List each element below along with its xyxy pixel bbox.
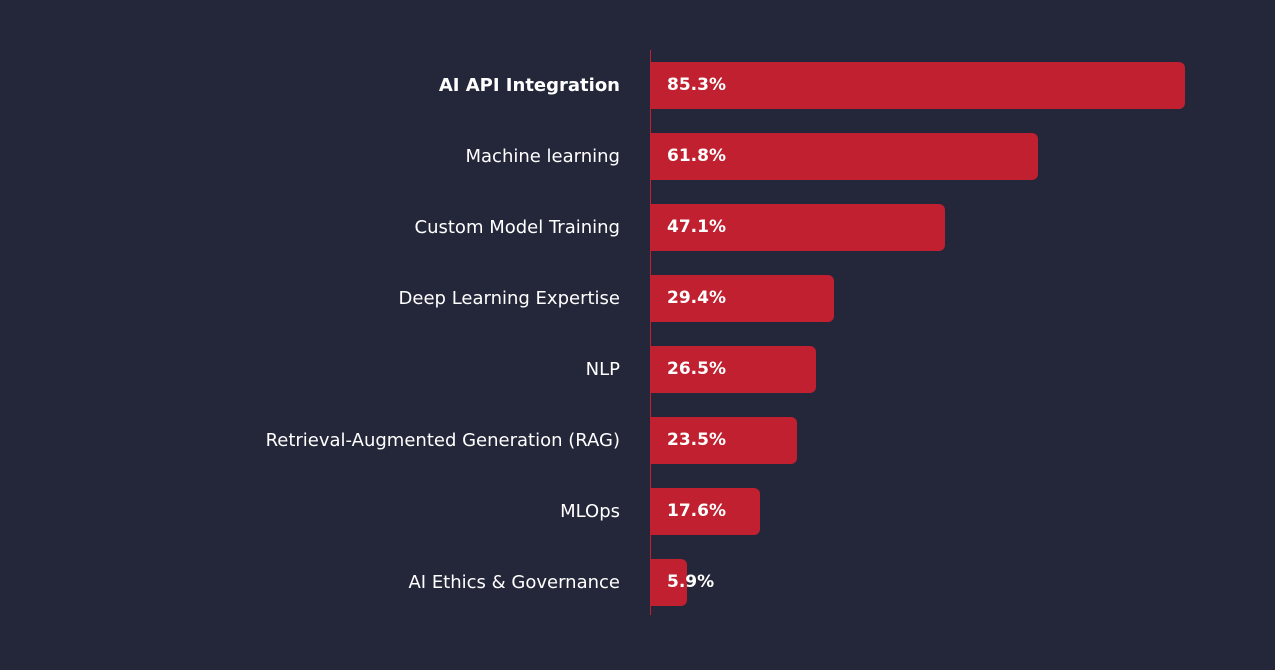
bar: [650, 417, 798, 464]
data-label: 5.9%: [667, 572, 715, 592]
data-label: 47.1%: [667, 217, 726, 237]
category-label: AI Ethics & Governance: [408, 572, 620, 593]
category-label: NLP: [585, 359, 620, 380]
data-label: 61.8%: [667, 146, 726, 166]
bar: [650, 346, 817, 393]
category-label: AI API Integration: [438, 75, 620, 96]
bar: [650, 559, 687, 606]
category-label: Custom Model Training: [414, 217, 620, 238]
data-label: 29.4%: [667, 288, 726, 308]
data-label: 26.5%: [667, 359, 726, 379]
data-label: 17.6%: [667, 501, 726, 521]
category-label: MLOps: [560, 501, 620, 522]
bar: [650, 275, 835, 322]
data-label: 85.3%: [667, 75, 726, 95]
bar: [650, 133, 1038, 180]
data-label: 23.5%: [667, 430, 726, 450]
category-label: Retrieval-Augmented Generation (RAG): [265, 430, 620, 451]
category-label: Machine learning: [465, 146, 620, 167]
bar: [650, 204, 946, 251]
category-label: Deep Learning Expertise: [398, 288, 620, 309]
bar: [650, 62, 1185, 109]
bar: [650, 488, 761, 535]
y-axis-line: [650, 50, 651, 615]
